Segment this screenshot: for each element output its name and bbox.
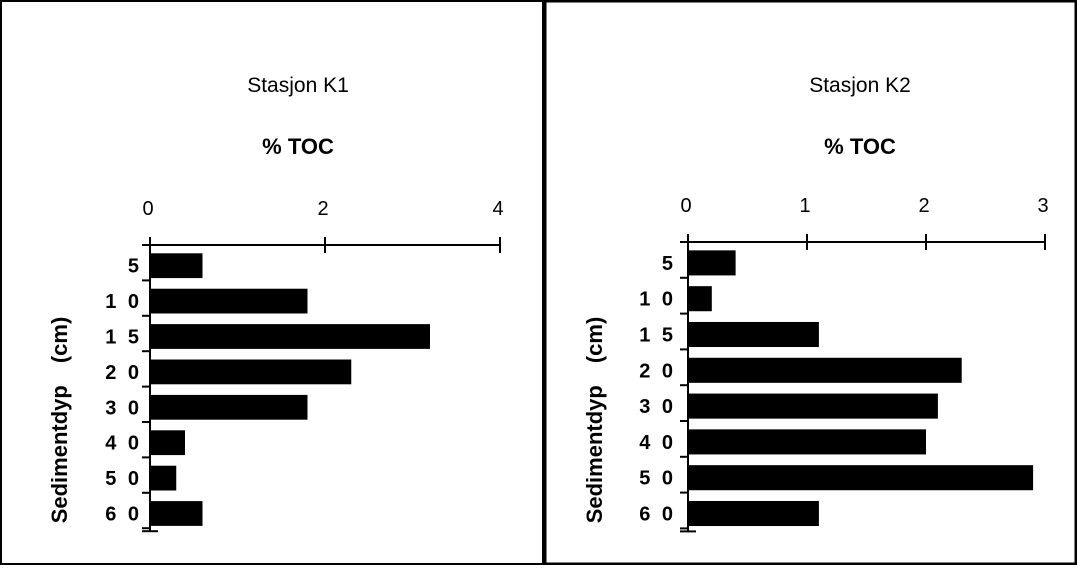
bar-k1 <box>151 324 430 349</box>
bar-k1 <box>151 465 177 491</box>
x-tick-label-k1: 0 <box>142 198 153 220</box>
y-category-label-k1: 5 0 <box>105 468 142 490</box>
y-category-label-k2: 5 <box>662 253 676 275</box>
y-category-label-k2: 5 0 <box>639 468 676 490</box>
y-category-label-k1: 4 0 <box>105 433 142 455</box>
bar-k1 <box>151 288 308 314</box>
x-tick-label-k2: 0 <box>680 195 691 217</box>
x-tick-label-k2: 3 <box>1037 195 1048 217</box>
x-tick-label-k1: 4 <box>492 198 503 220</box>
bar-k1 <box>151 253 203 279</box>
x-axis-label-k1: % TOC <box>262 134 334 159</box>
bar-k2 <box>689 465 1034 491</box>
bar-k2 <box>689 250 736 276</box>
chart-title-k2: Stasjon K2 <box>809 74 911 97</box>
panel-frame-k1 <box>0 0 544 565</box>
y-category-label-k2: 1 5 <box>639 325 676 347</box>
panel-frame-k2 <box>543 0 1077 566</box>
y-category-label-k2: 4 0 <box>639 432 676 454</box>
bar-k1 <box>151 501 203 526</box>
x-tick-label-k2: 1 <box>799 195 810 217</box>
x-tick-label-k1: 2 <box>317 198 328 220</box>
y-axis-label-k1: Sedimentdyp (cm) <box>47 317 72 524</box>
plot-area-k2: 0 1 2 3 5 1 0 1 5 2 0 3 0 4 0 5 0 6 0 <box>639 195 1049 533</box>
x-tick-label-k2: 2 <box>918 195 929 217</box>
y-axis-unit-k1: (cm) <box>47 317 72 363</box>
y-category-label-k1: 1 0 <box>105 291 142 313</box>
y-axis-label-text-k1: Sedimentdyp <box>47 385 72 523</box>
y-category-label-k2: 2 0 <box>639 360 676 382</box>
y-category-label-k1: 2 0 <box>105 362 142 384</box>
y-category-label-k1: 1 5 <box>105 327 142 349</box>
bar-k2 <box>689 286 712 312</box>
bar-k1 <box>151 394 308 420</box>
y-axis-label-text-k2: Sedimentdyp <box>582 385 607 523</box>
bar-k2 <box>689 393 938 419</box>
y-category-label-k1: 6 0 <box>105 504 142 526</box>
bar-k2 <box>689 429 926 455</box>
bar-k2 <box>689 321 819 348</box>
plot-area-k1: 0 2 4 5 1 0 1 5 2 0 3 0 4 0 5 0 6 0 <box>105 198 504 533</box>
y-category-label-k2: 1 0 <box>639 289 676 311</box>
bar-k1 <box>151 430 185 456</box>
y-category-label-k1: 3 0 <box>105 397 142 419</box>
y-category-label-k1: 5 <box>128 256 142 278</box>
bar-k1 <box>151 359 352 385</box>
y-axis-label-k2: Sedimentdyp (cm) <box>582 317 607 524</box>
bar-k2 <box>689 500 819 527</box>
y-axis-unit-k2: (cm) <box>582 317 607 363</box>
y-category-label-k2: 6 0 <box>639 504 676 526</box>
y-category-label-k2: 3 0 <box>639 396 676 418</box>
bar-k2 <box>689 357 962 383</box>
chart-title-k1: Stasjon K1 <box>247 74 349 97</box>
x-axis-label-k2: % TOC <box>824 134 896 159</box>
